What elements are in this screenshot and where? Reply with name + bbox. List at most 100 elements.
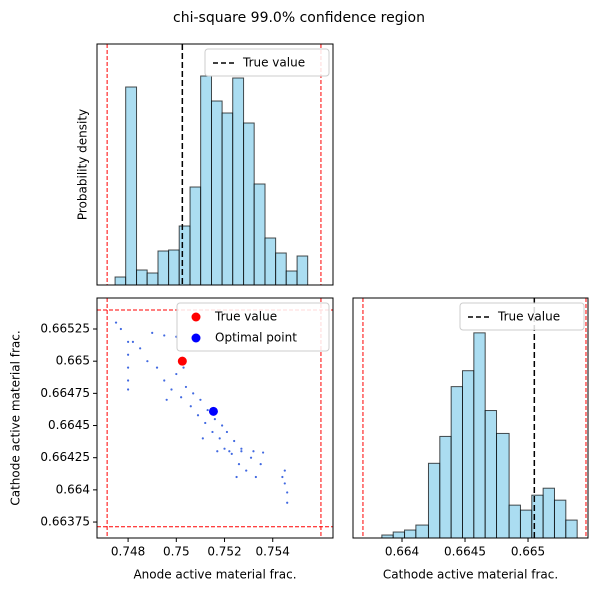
- sample-point: [252, 450, 255, 453]
- bar: [450, 386, 463, 539]
- y-axis-label: Probability density: [76, 109, 90, 220]
- legend-label: True value: [497, 310, 560, 324]
- y-tick-label: 0.66375: [40, 515, 90, 529]
- sample-point: [201, 437, 204, 440]
- legend-box: [459, 302, 585, 331]
- sample-point: [206, 408, 209, 412]
- sample-point: [163, 379, 166, 382]
- bar: [484, 410, 498, 539]
- legend-label: True value: [214, 310, 277, 324]
- sample-point: [240, 447, 243, 450]
- sample-point: [192, 392, 195, 395]
- bar: [125, 86, 138, 286]
- sample-point: [221, 424, 224, 427]
- sample-point: [139, 347, 142, 350]
- x-axis-label: Anode active material frac.: [133, 568, 296, 582]
- bar: [531, 494, 544, 539]
- sample-point: [286, 491, 289, 494]
- axes-frame: [352, 297, 589, 539]
- sample-point: [155, 366, 159, 369]
- sample-point: [283, 482, 286, 485]
- x-tick-label: 0.752: [207, 545, 241, 559]
- key-point: [177, 356, 187, 366]
- sample-point: [182, 366, 185, 369]
- bar: [519, 509, 533, 539]
- sample-point: [281, 475, 284, 479]
- bar: [553, 499, 567, 539]
- sample-point: [163, 334, 166, 337]
- sample-point: [126, 366, 130, 369]
- sample-point: [131, 340, 135, 343]
- bar: [542, 487, 555, 539]
- bar: [496, 432, 510, 539]
- sample-point: [180, 396, 183, 399]
- sample-point: [218, 437, 221, 440]
- y-tick-label: 0.664: [56, 482, 90, 496]
- sample-point: [126, 340, 130, 343]
- bar: [178, 225, 191, 286]
- sample-point: [151, 331, 154, 334]
- legend-marker: [191, 312, 201, 322]
- sample-point: [230, 452, 233, 455]
- y-tick-label: 0.66425: [40, 450, 90, 464]
- figure-title: chi-square 99.0% confidence region: [173, 10, 425, 26]
- bar: [243, 122, 255, 286]
- sample-point: [184, 385, 188, 389]
- sample-point: [114, 321, 118, 324]
- sample-point: [235, 475, 238, 479]
- sample-point: [245, 469, 248, 472]
- sample-point: [249, 456, 253, 459]
- sample-point: [233, 439, 236, 443]
- sample-point: [213, 417, 216, 421]
- sample-point: [259, 463, 262, 466]
- bar: [114, 276, 127, 286]
- y-axis-label: Cathode active material frac.: [9, 330, 23, 505]
- x-tick-label: 0.665: [511, 545, 545, 559]
- sample-point: [175, 372, 178, 376]
- y-tick-label: 0.665: [56, 354, 90, 368]
- x-tick-label: 0.748: [111, 545, 145, 559]
- bar: [565, 519, 578, 539]
- bar: [146, 272, 159, 286]
- bar: [168, 249, 180, 286]
- y-tick-label: 0.6645: [48, 418, 90, 432]
- sample-point: [189, 405, 192, 408]
- x-tick-label: 0.6645: [444, 545, 486, 559]
- legend-marker: [191, 333, 201, 343]
- sample-point: [223, 447, 226, 450]
- bar: [285, 270, 298, 286]
- bar: [200, 75, 213, 286]
- x-tick-label: 0.754: [256, 545, 290, 559]
- bar: [275, 252, 287, 286]
- sample-point: [126, 353, 130, 356]
- bar: [404, 529, 417, 539]
- bar: [508, 504, 521, 539]
- bar: [473, 332, 486, 539]
- legend-label: True value: [242, 56, 305, 70]
- sample-point: [286, 501, 289, 504]
- bar: [157, 250, 170, 286]
- bar: [415, 524, 429, 539]
- bar: [296, 255, 309, 286]
- bar: [439, 435, 452, 539]
- axes-frame: [96, 297, 334, 539]
- bar: [427, 462, 441, 539]
- bar: [392, 531, 406, 539]
- key-point: [208, 406, 218, 416]
- sample-point: [196, 414, 200, 417]
- bar: [189, 186, 202, 286]
- sample-point: [211, 430, 214, 434]
- sample-point: [119, 327, 122, 331]
- bar: [232, 77, 245, 286]
- legend-box: [176, 302, 330, 352]
- sample-point: [146, 360, 149, 363]
- sample-point: [216, 450, 219, 453]
- sample-point: [126, 379, 130, 382]
- sample-point: [254, 475, 257, 479]
- y-tick-label: 0.66525: [40, 322, 90, 336]
- bar: [221, 112, 234, 286]
- sample-point: [283, 469, 286, 472]
- sample-point: [228, 450, 231, 453]
- sample-point: [199, 398, 202, 401]
